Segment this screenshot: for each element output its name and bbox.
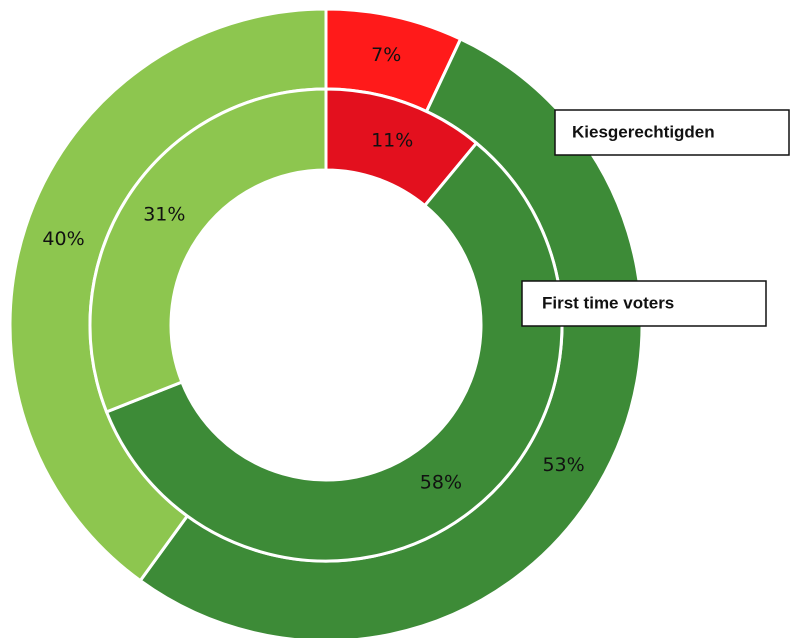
data-label: 11% [371, 130, 413, 152]
labels: 7% 53% 40% 11% 58% 31% [42, 44, 584, 494]
legend-box [521, 280, 767, 327]
data-label: 53% [542, 454, 584, 476]
data-label: 58% [420, 472, 462, 494]
legend-label: Kiesgerechtigden [572, 122, 715, 141]
data-label: 40% [42, 228, 84, 250]
legend-label: First time voters [542, 293, 674, 312]
slice [88, 87, 328, 414]
legend-box [554, 109, 790, 156]
data-label: 31% [143, 204, 185, 226]
slice [104, 141, 564, 563]
data-label: 7% [371, 44, 401, 66]
slices [8, 7, 644, 638]
